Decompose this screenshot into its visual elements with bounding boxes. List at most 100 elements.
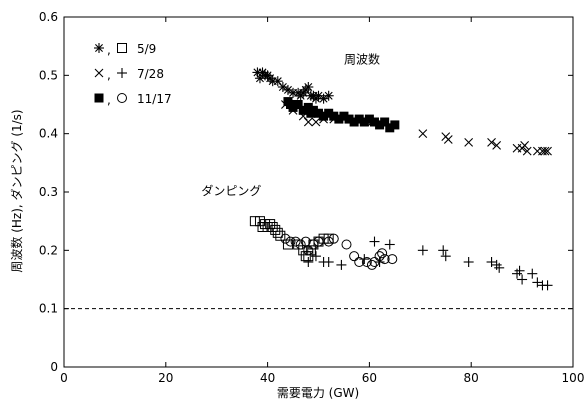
plus-marker bbox=[517, 274, 528, 285]
plus-marker bbox=[310, 251, 321, 262]
filled-square-marker bbox=[324, 108, 334, 118]
filled-square-marker bbox=[375, 120, 385, 130]
x-marker bbox=[303, 117, 313, 127]
open-circle-marker bbox=[341, 239, 352, 250]
x-tick-label: 20 bbox=[158, 371, 173, 385]
legend-damping-marker bbox=[117, 68, 127, 78]
open-circle-marker bbox=[285, 236, 296, 247]
series-5-9-frequency bbox=[252, 67, 334, 104]
x-marker bbox=[520, 140, 530, 150]
plus-marker bbox=[384, 239, 395, 250]
asterisk-marker bbox=[303, 82, 314, 92]
filled-square-marker bbox=[314, 108, 323, 118]
filled-square-marker bbox=[329, 111, 339, 121]
filled-square-marker bbox=[369, 117, 379, 127]
plus-marker bbox=[369, 236, 380, 247]
plus-marker bbox=[440, 251, 451, 262]
series-7-28-damping bbox=[303, 236, 553, 291]
legend-frequency-marker bbox=[94, 68, 104, 78]
open-square-marker bbox=[275, 230, 286, 241]
y-tick-label: 0.6 bbox=[39, 10, 58, 24]
open-circle-marker bbox=[313, 236, 324, 247]
legend-label: 7/28 bbox=[137, 67, 164, 81]
series-7-28-frequency bbox=[281, 100, 552, 156]
open-circle-marker bbox=[328, 233, 339, 244]
filled-square-marker bbox=[354, 114, 364, 124]
legend-separator: , bbox=[107, 43, 111, 57]
open-circle-marker bbox=[354, 257, 365, 267]
open-square-marker bbox=[272, 227, 283, 238]
open-square-marker bbox=[270, 224, 281, 235]
x-tick-label: 80 bbox=[464, 371, 479, 385]
filled-square-marker bbox=[390, 120, 400, 130]
open-square-marker bbox=[260, 219, 271, 230]
x-marker bbox=[522, 146, 532, 156]
plus-marker bbox=[417, 245, 428, 256]
y-tick-label: 0.2 bbox=[39, 243, 58, 257]
data-points bbox=[249, 67, 553, 291]
open-square-marker bbox=[262, 222, 273, 232]
open-circle-marker bbox=[369, 257, 380, 267]
y-tick-label: 0.1 bbox=[39, 302, 58, 316]
open-circle-marker bbox=[280, 233, 291, 244]
plus-marker bbox=[491, 259, 502, 270]
legend: , 5/9, 7/28 , 11/17 bbox=[94, 42, 172, 107]
y-tick-label: 0.3 bbox=[39, 185, 58, 199]
plus-marker bbox=[512, 268, 523, 279]
filled-square-marker bbox=[288, 102, 298, 112]
open-circle-marker bbox=[290, 236, 301, 247]
x-tick-label: 100 bbox=[562, 371, 585, 385]
plus-marker bbox=[438, 245, 449, 256]
plus-marker bbox=[323, 257, 334, 267]
open-square-marker bbox=[323, 233, 334, 244]
x-marker bbox=[487, 138, 496, 147]
open-circle-marker bbox=[361, 257, 372, 267]
filled-square-marker bbox=[303, 102, 313, 112]
asterisk-marker bbox=[282, 84, 293, 95]
filled-square-marker bbox=[359, 117, 369, 127]
x-marker bbox=[540, 146, 550, 156]
asterisk-marker bbox=[313, 90, 324, 101]
x-axis-title: 需要電力 (GW) bbox=[277, 386, 359, 400]
asterisk-marker bbox=[318, 93, 329, 104]
annotation-label: ダンピング bbox=[201, 183, 261, 198]
open-circle-marker bbox=[308, 239, 319, 250]
open-square-marker bbox=[267, 222, 278, 232]
legend-item: , 5/9 bbox=[94, 42, 156, 57]
open-circle-marker bbox=[374, 251, 385, 262]
open-circle-marker bbox=[349, 251, 360, 262]
filled-square-marker bbox=[344, 114, 354, 124]
filled-square-marker bbox=[339, 111, 349, 121]
x-tick-label: 40 bbox=[260, 371, 275, 385]
x-marker bbox=[543, 146, 552, 156]
legend-separator: , bbox=[107, 93, 111, 107]
open-square-marker bbox=[300, 251, 311, 262]
filled-square-marker bbox=[380, 117, 390, 127]
x-marker bbox=[443, 135, 453, 144]
open-square-marker bbox=[254, 216, 265, 227]
plus-marker bbox=[514, 265, 525, 276]
filled-square-marker bbox=[308, 105, 318, 115]
open-circle-marker bbox=[366, 259, 377, 270]
plus-marker bbox=[463, 257, 474, 267]
open-square-marker bbox=[265, 219, 276, 230]
legend-separator: , bbox=[107, 68, 111, 82]
plus-marker bbox=[359, 254, 370, 265]
axis-ticks: 0 20 40 60 80 100 0 0.1 0.2 0.3 0.4 0.5 0.6 bbox=[39, 10, 585, 385]
plus-marker bbox=[542, 280, 553, 291]
open-circle-marker bbox=[323, 236, 334, 247]
plus-marker bbox=[374, 257, 385, 267]
filled-square-marker bbox=[334, 114, 344, 124]
open-square-marker bbox=[257, 222, 268, 232]
series-11-17-frequency bbox=[283, 97, 400, 133]
legend-item: , 11/17 bbox=[94, 92, 172, 107]
open-square-marker bbox=[249, 216, 260, 227]
asterisk-marker bbox=[323, 90, 334, 101]
x-tick-label: 60 bbox=[362, 371, 377, 385]
open-circle-marker bbox=[295, 239, 306, 250]
x-tick-label: 0 bbox=[60, 371, 68, 385]
x-marker bbox=[492, 140, 502, 150]
filled-square-marker bbox=[385, 123, 395, 133]
filled-square-marker bbox=[319, 111, 329, 121]
